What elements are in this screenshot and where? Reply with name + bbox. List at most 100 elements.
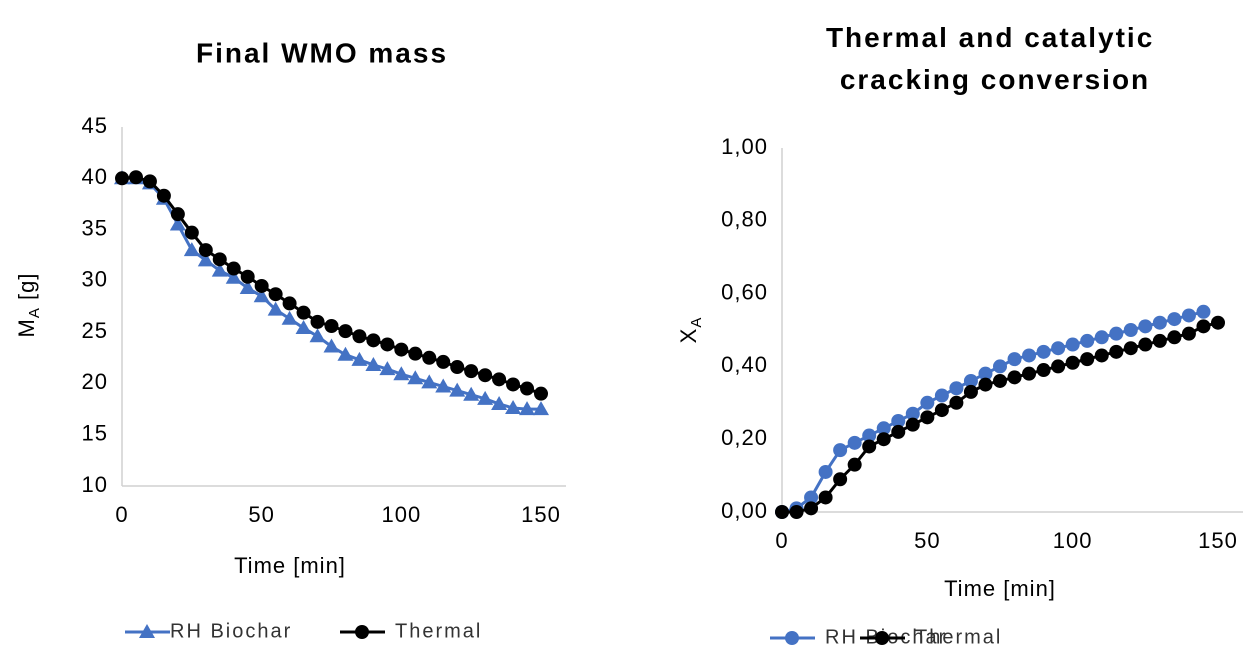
marker xyxy=(1196,304,1211,319)
marker xyxy=(934,388,949,403)
marker xyxy=(323,338,340,353)
marker xyxy=(891,424,906,439)
marker xyxy=(905,417,920,432)
marker xyxy=(533,401,549,416)
marker xyxy=(198,243,213,258)
x-tick-label: 0 xyxy=(115,502,128,527)
y-tick-label: 45 xyxy=(82,113,108,138)
y-tick-label: 40 xyxy=(82,164,108,189)
y-axis-title-part: A xyxy=(688,317,705,328)
marker xyxy=(281,310,298,325)
marker xyxy=(891,414,906,428)
marker xyxy=(239,280,256,295)
chart: Final WMO mass 10 15 20 25 30 35 40 45 0 50 100 150 T… xyxy=(14,37,566,642)
marker xyxy=(862,439,877,454)
marker xyxy=(905,406,920,421)
marker xyxy=(156,188,171,203)
marker xyxy=(876,432,891,447)
marker xyxy=(115,171,129,186)
x-tick-label: 50 xyxy=(914,528,940,553)
marker xyxy=(422,350,437,365)
x-tick-label: 150 xyxy=(1198,528,1238,553)
x-tick-label: 0 xyxy=(775,528,788,553)
marker xyxy=(436,354,451,369)
series-line xyxy=(782,321,1219,514)
marker xyxy=(818,464,833,479)
marker xyxy=(1181,308,1196,323)
x-tick-label: 150 xyxy=(521,502,561,527)
y-tick-label: 0,20 xyxy=(721,425,768,450)
marker xyxy=(197,252,214,267)
marker xyxy=(519,401,536,416)
marker xyxy=(351,351,368,366)
marker xyxy=(1152,315,1167,330)
y-tick-label: 0,00 xyxy=(721,498,768,523)
marker xyxy=(169,216,186,231)
y-axis-title: MA [g] xyxy=(14,273,43,338)
marker xyxy=(505,400,522,415)
marker xyxy=(818,490,833,505)
marker xyxy=(1094,330,1109,345)
y-axis-title-part: M xyxy=(14,318,39,337)
marker xyxy=(506,377,521,392)
y-tick-label: 1,00 xyxy=(721,134,768,159)
marker xyxy=(1211,315,1225,330)
marker xyxy=(450,360,465,375)
y-axis-title-part: X xyxy=(676,328,701,344)
marker xyxy=(253,288,270,303)
marker xyxy=(1167,312,1182,327)
marker xyxy=(1022,348,1037,363)
y-tick-label: 35 xyxy=(82,215,108,240)
marker xyxy=(477,390,494,405)
legend-label: Thermal xyxy=(915,626,1002,646)
marker xyxy=(309,328,326,343)
marker xyxy=(128,170,143,185)
marker xyxy=(833,443,848,458)
marker xyxy=(225,269,242,284)
legend-label: Thermal xyxy=(395,620,482,642)
marker xyxy=(449,382,466,397)
marker xyxy=(1065,355,1080,370)
legend-marker xyxy=(875,631,889,645)
marker xyxy=(491,395,508,410)
marker xyxy=(934,403,949,418)
marker xyxy=(492,372,507,387)
marker xyxy=(379,361,396,376)
marker xyxy=(1094,348,1109,363)
marker xyxy=(920,395,935,410)
marker xyxy=(949,381,964,396)
marker xyxy=(352,329,367,344)
marker xyxy=(1080,333,1095,348)
x-tick-label: 100 xyxy=(1053,528,1093,553)
marker xyxy=(324,318,339,333)
y-tick-label: 0,40 xyxy=(721,352,768,377)
marker xyxy=(1036,344,1051,359)
marker xyxy=(1051,359,1066,374)
marker xyxy=(920,410,935,425)
marker xyxy=(1138,337,1153,352)
marker xyxy=(268,287,283,302)
marker xyxy=(978,377,993,392)
x-axis-title: Time [min] xyxy=(234,553,346,578)
marker xyxy=(310,314,325,329)
marker xyxy=(464,364,479,379)
marker xyxy=(408,346,423,361)
marker xyxy=(421,374,438,389)
y-tick-label: 0,80 xyxy=(721,207,768,232)
marker xyxy=(963,373,978,388)
marker xyxy=(1152,333,1167,348)
marker xyxy=(366,333,381,348)
marker xyxy=(142,174,157,189)
marker xyxy=(993,359,1007,374)
marker xyxy=(212,252,227,267)
marker xyxy=(435,378,452,393)
marker xyxy=(963,384,978,399)
marker xyxy=(1138,319,1153,334)
y-axis-title: XA xyxy=(676,317,705,344)
legend-marker xyxy=(139,624,155,638)
marker xyxy=(1007,370,1022,385)
marker xyxy=(338,324,353,339)
series-line xyxy=(121,175,542,396)
y-tick-label: 0,60 xyxy=(721,279,768,304)
marker xyxy=(184,225,199,240)
